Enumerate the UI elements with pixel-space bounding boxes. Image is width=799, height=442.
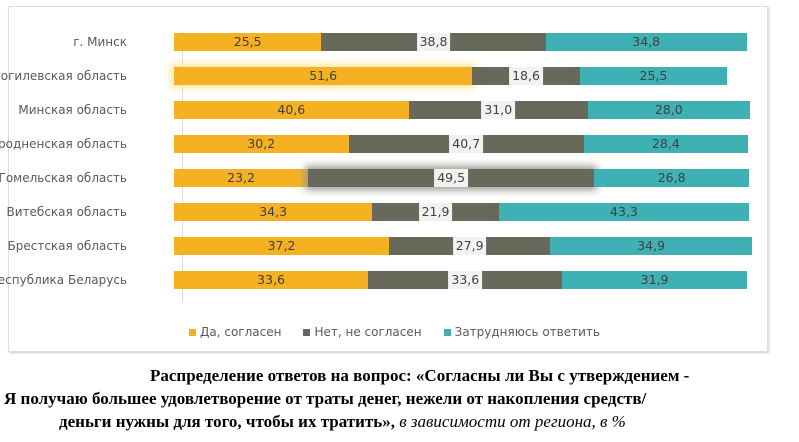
caption-italic: в зависимости от региона, в % (395, 412, 626, 431)
category-label: Гродненская область (0, 137, 127, 151)
legend-label: Да, согласен (200, 325, 282, 339)
bar-segment (579, 67, 728, 85)
data-label: 30,2 (247, 136, 276, 151)
bar-segment (594, 169, 750, 187)
data-label: 40,7 (449, 135, 484, 153)
category-label: Гомельская область (0, 171, 127, 185)
data-label: 28,4 (651, 136, 680, 151)
bar-segment (545, 33, 747, 51)
bar-segment (174, 67, 473, 85)
data-label: 34,8 (632, 34, 661, 49)
bar-segment (583, 135, 748, 153)
data-label: 25,5 (639, 68, 668, 83)
legend-label: Затрудняюсь ответить (454, 325, 600, 339)
bar-segment (174, 237, 390, 255)
data-label: 28,0 (654, 102, 683, 117)
figure-caption: Распределение ответов на вопрос: «Соглас… (0, 364, 799, 433)
bar-segment (174, 271, 369, 289)
legend-item: Да, согласен (189, 325, 281, 339)
legend-item: Нет, не согласен (303, 325, 422, 339)
bar-segment (562, 271, 747, 289)
data-label: 27,9 (452, 237, 487, 255)
data-label: 51,6 (309, 68, 338, 83)
bar-segment (174, 101, 409, 119)
data-label: 33,6 (448, 271, 483, 289)
data-label: 38,8 (416, 33, 451, 51)
data-label: 26,8 (657, 170, 686, 185)
legend-label: Нет, не согласен (314, 325, 422, 339)
category-label: г. Минск (73, 35, 127, 49)
legend: Да, согласен Нет, не согласен Затрудняюсь … (189, 325, 600, 339)
category-label: Республика Беларусь (0, 273, 127, 287)
data-label: 34,3 (259, 204, 288, 219)
bar-segment (587, 101, 750, 119)
data-label: 34,9 (637, 238, 666, 253)
data-label: 23,2 (227, 170, 255, 185)
legend-swatch (443, 328, 451, 336)
legend-swatch (303, 328, 311, 336)
data-label: 31,9 (640, 272, 669, 287)
category-label: Минская область (18, 103, 127, 117)
caption-line-3: деньги нужны для того, чтобы их тратить»… (59, 412, 396, 431)
bar-segment (550, 237, 752, 255)
data-label: 49,5 (434, 169, 469, 187)
category-label: Могилевская область (0, 69, 127, 83)
caption-line-2: Я получаю большее удовлетворение от трат… (4, 389, 647, 408)
legend-item: Затрудняюсь ответить (443, 325, 600, 339)
bar-segment (174, 135, 349, 153)
legend-swatch (189, 328, 196, 336)
bar-segment (174, 33, 322, 51)
data-label: 37,2 (267, 238, 296, 253)
category-label: Брестская область (7, 239, 127, 253)
category-label: Витебская область (6, 205, 127, 219)
bar-segment (498, 203, 750, 221)
data-label: 31,0 (481, 101, 516, 119)
bar-segment (174, 169, 309, 187)
data-label: 43,3 (610, 204, 638, 219)
bar-segment (174, 203, 373, 221)
data-label: 25,5 (233, 34, 262, 49)
chart-frame: Да, согласен Нет, не согласен Затрудняюсь … (0, 6, 768, 352)
data-label: 21,9 (418, 203, 453, 221)
data-label: 33,6 (257, 272, 286, 287)
category-axis-line (182, 32, 183, 302)
data-label: 40,6 (277, 102, 306, 117)
caption-line-1: Распределение ответов на вопрос: «Соглас… (150, 366, 690, 385)
data-label: 18,6 (509, 67, 543, 85)
